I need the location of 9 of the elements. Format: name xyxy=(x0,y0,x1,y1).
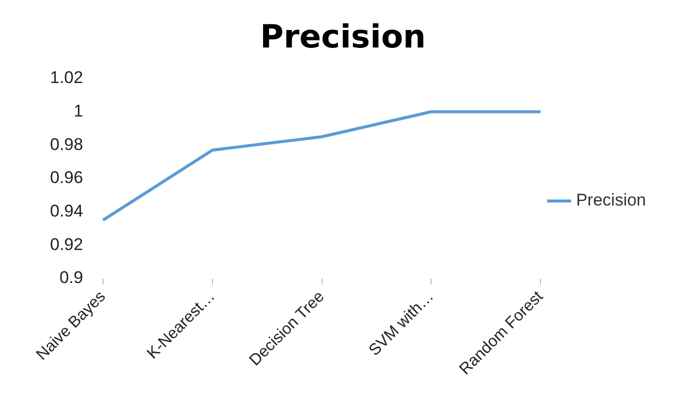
y-tick-label: 0.9 xyxy=(59,268,84,288)
chart-title: Precision xyxy=(260,18,426,56)
y-tick-label: 0.98 xyxy=(50,134,84,154)
y-tick-label: 0.94 xyxy=(50,201,84,220)
y-tick-label: 1 xyxy=(74,101,84,120)
y-tick-label: 0.96 xyxy=(50,168,84,188)
y-tick-label: 0.92 xyxy=(50,234,84,254)
legend-label: Precision xyxy=(576,190,646,210)
y-tick-label: 1.02 xyxy=(50,68,84,88)
